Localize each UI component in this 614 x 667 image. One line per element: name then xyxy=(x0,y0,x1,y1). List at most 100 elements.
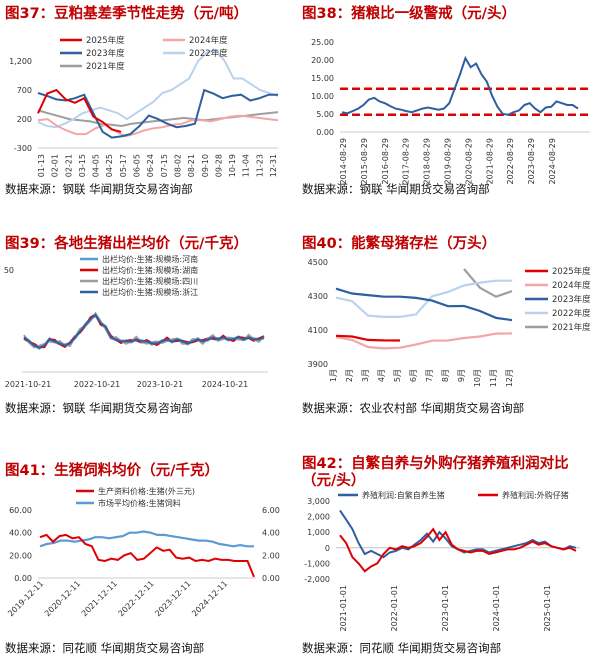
p39-x-tick: 2023-10-21 xyxy=(137,380,184,389)
p41-legend-label: 市场平均价格:生猪饲料 xyxy=(98,498,181,508)
p37-x-tick: 04-25 xyxy=(105,154,114,177)
p37-x-tick: 09-10 xyxy=(201,154,210,177)
p42-legend-label: 养殖利润:外购仔猪 xyxy=(502,490,569,500)
p41-title: 图41：生猪饲料均价（元/千克） xyxy=(5,463,219,479)
p37-legend-label: 2022年度 xyxy=(189,48,228,59)
p42-title-line2: （元/头） xyxy=(302,473,366,489)
p41-x-tick: 2019-12-11 xyxy=(6,579,45,618)
p42-x-tick: 2021-01-01 xyxy=(339,585,348,632)
p38-x-tick: 2024-08-29 xyxy=(548,138,557,185)
p41-source: 数据来源：同花顺 华闻期货交易咨询部 xyxy=(5,641,205,655)
p40-series-line xyxy=(463,268,513,298)
p37-y-tick: 700 xyxy=(17,86,32,95)
p37-x-tick: 08-21 xyxy=(187,154,196,177)
p40-x-tick: 9月 xyxy=(457,369,466,382)
p40-series-line xyxy=(335,332,513,350)
p39-legend-label: 出栏均价:生猪:规模场:河南 xyxy=(102,254,198,264)
p40-x-tick: 10月 xyxy=(473,369,482,387)
p37-x-tick: 07-15 xyxy=(160,154,169,177)
p38-y-tick: 0.00 xyxy=(316,128,334,137)
p38-x-tick: 2017-08-29 xyxy=(402,138,411,185)
p37-title: 图37：豆粕基差季节性走势（元/吨） xyxy=(5,6,248,22)
p41-y-tick-right: 0.00 xyxy=(262,574,280,583)
p40-series-line xyxy=(335,334,401,342)
p41-y-tick-right: 2.00 xyxy=(262,551,280,560)
p37-x-tick: 02-01 xyxy=(51,154,60,177)
p41-x-tick: 2021-12-11 xyxy=(80,579,119,618)
p41-y-tick-left: 60.00 xyxy=(9,506,32,515)
p41-y-tick-right: 4.00 xyxy=(262,529,280,538)
p40-x-tick: 4月 xyxy=(377,369,386,382)
p41-x-tick: 2023-12-11 xyxy=(153,579,192,618)
p41-y-tick-left: 0.00 xyxy=(14,574,32,583)
p37-x-tick: 05-17 xyxy=(119,154,128,177)
p41-chart: 60.0040.0020.000.006.004.002.000.002019-… xyxy=(6,486,280,618)
p38-x-tick: 2015-08-29 xyxy=(360,138,369,185)
p38-series-line xyxy=(341,55,579,116)
p37-x-tick: 10-19 xyxy=(228,154,237,177)
p38-y-tick: 15.00 xyxy=(311,74,334,83)
p37-chart: 1,200 700 200 -300 01-13 02-01 02-21 03-15 04-05… xyxy=(9,35,279,177)
p38-x-tick: 2023-08-29 xyxy=(527,138,536,185)
p38-y-tick: 20.00 xyxy=(311,56,334,65)
p38-x-tick: 2019-08-29 xyxy=(444,138,453,185)
p42-x-tick: 2024-01-01 xyxy=(492,585,501,632)
p37-legend-label: 2021年度 xyxy=(86,61,125,72)
p39-x-tick: 2022-10-21 xyxy=(74,380,121,389)
p40-legend-label: 2021年度 xyxy=(552,322,591,333)
p37-x-tick: 04-05 xyxy=(92,154,101,177)
p37-x-tick: 03-15 xyxy=(78,154,87,177)
p40-x-tick: 12月 xyxy=(505,369,514,387)
p39-legend-label: 出栏均价:生猪:规模场:浙江 xyxy=(102,287,198,297)
p37-y-tick: -300 xyxy=(14,144,32,153)
p39-y-tick: 50 xyxy=(4,266,14,275)
p39-title: 图39：各地生猪出栏均价（元/千克） xyxy=(5,236,248,252)
p40-legend-label: 2023年度 xyxy=(552,294,591,305)
p40-x-tick: 7月 xyxy=(425,369,434,382)
p40-x-tick: 2月 xyxy=(345,369,354,382)
p39-legend-label: 出栏均价:生猪:规模场:湖南 xyxy=(102,265,198,275)
p40-x-tick: 8月 xyxy=(441,369,450,382)
p41-legend-label: 生产资料价格:生猪(外三元) xyxy=(98,486,195,496)
p40-series-line xyxy=(335,287,513,322)
p40-y-tick: 4100 xyxy=(308,326,328,335)
p39-legend-label: 出栏均价:生猪:规模场:四川 xyxy=(102,276,198,286)
p42-title-line1: 图42：自繁自养与外购仔猪养殖利润对比 xyxy=(302,456,569,472)
p38-chart: 25.00 20.00 15.00 10.00 5.00 0.00 2014-08-29 20… xyxy=(311,38,590,185)
p41-x-tick: 2022-12-11 xyxy=(117,579,156,618)
p42-chart: 3,000 2,000 1,000 0 -1,000 -2,000 2021-01-01 20… xyxy=(304,490,580,632)
p39-series-line xyxy=(23,313,265,349)
p40-x-tick: 5月 xyxy=(393,369,402,382)
p40-x-tick: 6月 xyxy=(409,369,418,382)
p40-x-tick: 3月 xyxy=(361,369,370,382)
p40-y-tick: 4500 xyxy=(308,258,328,267)
p41-series-line-feed xyxy=(39,530,254,548)
p38-y-tick: 25.00 xyxy=(311,38,334,47)
p40-y-tick: 3900 xyxy=(308,360,328,369)
p42-y-tick: 3,000 xyxy=(307,497,330,506)
p37-series-line xyxy=(37,88,278,139)
p37-series-line xyxy=(37,88,122,133)
p38-x-tick: 2021-08-29 xyxy=(485,138,494,185)
p37-y-tick: 200 xyxy=(17,115,32,124)
p39-source: 数据来源：钢联 华闻期货交易咨询部 xyxy=(5,401,193,415)
p42-x-tick: 2025-01-01 xyxy=(543,585,552,632)
p37-series-line xyxy=(37,48,279,129)
p38-x-tick: 2020-08-29 xyxy=(464,138,473,185)
p42-y-tick: -1,000 xyxy=(304,559,330,568)
p38-y-tick: 10.00 xyxy=(311,92,334,101)
p38-x-tick: 2018-08-29 xyxy=(423,138,432,185)
p42-y-tick: -2,000 xyxy=(304,575,330,584)
p37-legend-label: 2023年度 xyxy=(86,48,125,59)
p42-y-tick: 0 xyxy=(325,544,330,553)
p37-x-tick: 06-24 xyxy=(146,154,155,177)
p42-x-tick: 2023-01-01 xyxy=(441,585,450,632)
p37-x-tick: 11-23 xyxy=(255,154,264,177)
p40-x-tick: 1月 xyxy=(329,369,338,382)
p41-x-tick: 2024-12-11 xyxy=(190,579,229,618)
p37-x-tick: 08-02 xyxy=(173,154,182,177)
p37-series-line xyxy=(37,114,279,138)
p37-x-tick: 09-28 xyxy=(214,154,223,177)
p40-legend-label: 2024年度 xyxy=(552,280,591,291)
